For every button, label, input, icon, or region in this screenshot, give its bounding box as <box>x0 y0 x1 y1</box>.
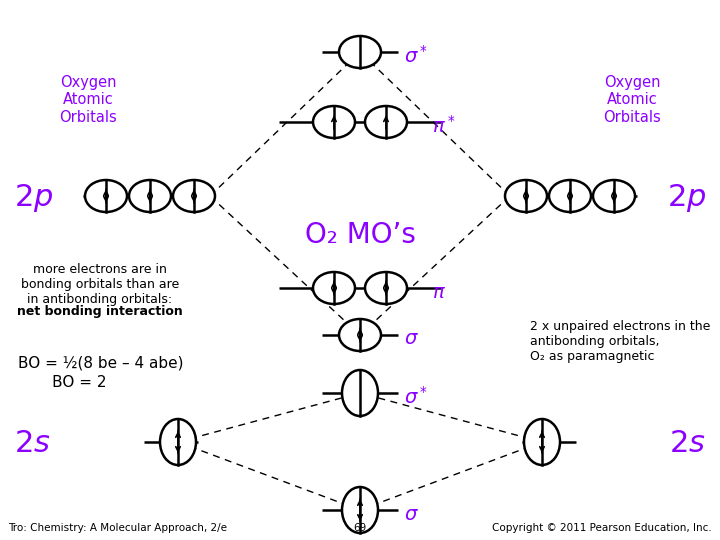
Ellipse shape <box>339 36 381 68</box>
Text: $\sigma$: $\sigma$ <box>404 329 419 348</box>
Text: Oxygen
Atomic
Orbitals: Oxygen Atomic Orbitals <box>603 75 661 125</box>
Ellipse shape <box>342 487 378 533</box>
Text: $\sigma^*$: $\sigma^*$ <box>404 386 428 408</box>
Text: O₂ MO’s: O₂ MO’s <box>305 221 415 249</box>
Ellipse shape <box>85 180 127 212</box>
Ellipse shape <box>313 272 355 304</box>
Text: $\sigma$: $\sigma$ <box>404 504 419 523</box>
Ellipse shape <box>342 370 378 416</box>
Text: BO = ½(8 be – 4 abe): BO = ½(8 be – 4 abe) <box>18 355 184 370</box>
Text: $2p$: $2p$ <box>14 182 53 214</box>
Text: net bonding interaction: net bonding interaction <box>17 305 183 318</box>
Text: more electrons are in
bonding orbitals than are
in antibonding orbitals:: more electrons are in bonding orbitals t… <box>21 263 179 321</box>
Ellipse shape <box>365 272 407 304</box>
Text: BO = 2: BO = 2 <box>18 375 107 390</box>
Ellipse shape <box>524 419 560 465</box>
Ellipse shape <box>339 319 381 351</box>
Text: $2s$: $2s$ <box>670 429 706 458</box>
Text: $2s$: $2s$ <box>14 429 50 458</box>
Ellipse shape <box>129 180 171 212</box>
Text: Tro: Chemistry: A Molecular Approach, 2/e: Tro: Chemistry: A Molecular Approach, 2/… <box>8 523 227 533</box>
Ellipse shape <box>365 106 407 138</box>
Ellipse shape <box>313 106 355 138</box>
Text: 69: 69 <box>354 523 366 533</box>
Text: 2 x unpaired electrons in the
antibonding orbitals,
O₂ as paramagnetic: 2 x unpaired electrons in the antibondin… <box>530 320 711 363</box>
Ellipse shape <box>173 180 215 212</box>
Text: $2p$: $2p$ <box>667 182 706 214</box>
Ellipse shape <box>549 180 591 212</box>
Text: $\pi^*$: $\pi^*$ <box>432 115 456 137</box>
Text: $\pi$: $\pi$ <box>432 282 446 301</box>
Ellipse shape <box>505 180 547 212</box>
Text: Copyright © 2011 Pearson Education, Inc.: Copyright © 2011 Pearson Education, Inc. <box>492 523 712 533</box>
Text: $\sigma^*$: $\sigma^*$ <box>404 45 428 67</box>
Ellipse shape <box>160 419 196 465</box>
Ellipse shape <box>593 180 635 212</box>
Text: Oxygen
Atomic
Orbitals: Oxygen Atomic Orbitals <box>59 75 117 125</box>
